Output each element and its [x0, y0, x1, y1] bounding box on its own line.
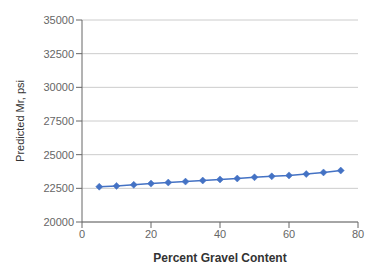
svg-text:60: 60 — [283, 228, 295, 240]
svg-text:Percent Gravel Content: Percent Gravel Content — [153, 251, 286, 265]
svg-text:40: 40 — [214, 228, 226, 240]
svg-text:80: 80 — [352, 228, 364, 240]
svg-text:32500: 32500 — [43, 48, 74, 60]
svg-text:0: 0 — [79, 228, 85, 240]
svg-text:Predicted Mr, psi: Predicted Mr, psi — [14, 80, 26, 162]
svg-text:35000: 35000 — [43, 14, 74, 26]
svg-text:20: 20 — [145, 228, 157, 240]
svg-text:22500: 22500 — [43, 182, 74, 194]
svg-text:30000: 30000 — [43, 81, 74, 93]
svg-text:27500: 27500 — [43, 115, 74, 127]
svg-text:25000: 25000 — [43, 149, 74, 161]
svg-text:20000: 20000 — [43, 216, 74, 228]
